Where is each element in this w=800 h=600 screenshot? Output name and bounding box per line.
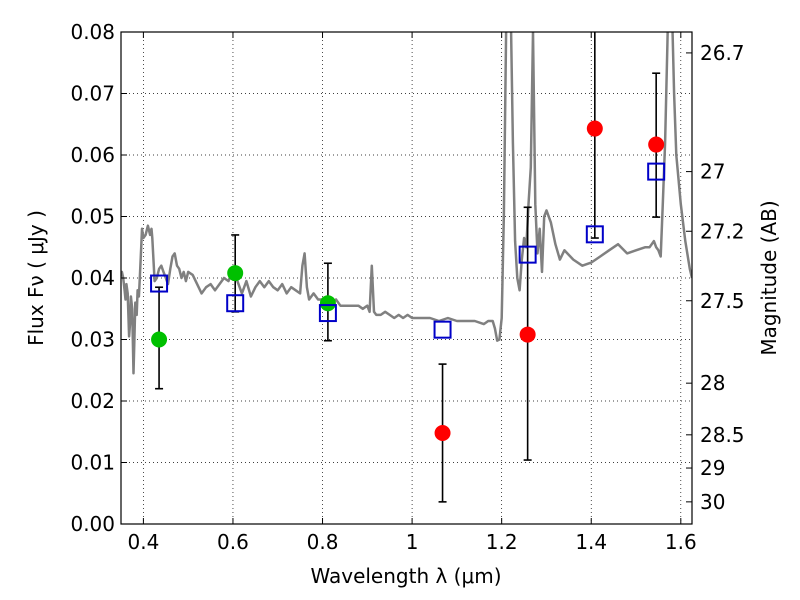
- magnitude-tick-label: 29: [700, 456, 725, 480]
- magnitude-tick-label: 27.2: [700, 219, 745, 243]
- magnitude-tick-label: 26.7: [700, 41, 745, 65]
- red-data-point: [519, 326, 536, 343]
- y-tick-label: 0.03: [70, 328, 115, 352]
- green-data-point: [319, 295, 336, 312]
- magnitude-tick-label: 28.5: [700, 423, 745, 447]
- x-axis-label: Wavelength λ (μm): [310, 564, 501, 588]
- red-data-point: [586, 120, 603, 137]
- model-square-point: [318, 304, 337, 323]
- x-tick-label: 0.4: [127, 530, 159, 554]
- model-square-point: [433, 320, 452, 339]
- red-data-point: [648, 136, 665, 153]
- spectrum-layer: [121, 32, 692, 375]
- y-tick-label: 0.08: [70, 20, 115, 44]
- spectrum-line: [121, 32, 692, 375]
- y-axis-label: Flux Fν ( μJy ): [24, 210, 48, 346]
- y2-axis-label: Magnitude (AB): [757, 200, 781, 355]
- tick-layer: 0.4 0.6 0.8 1 1.2 1.4 1.6 0.00 0.01 0.02 0.03 0.04 0…: [70, 20, 744, 554]
- model-square-point: [150, 274, 169, 293]
- magnitude-tick-label: 27.5: [700, 289, 745, 313]
- model-square-point: [226, 294, 245, 313]
- y-tick-label: 0.04: [70, 266, 115, 290]
- y-tick-label: 0.06: [70, 143, 115, 167]
- x-tick-label: 0.6: [217, 530, 249, 554]
- red-data-point: [434, 424, 451, 441]
- x-tick-label: 1.2: [486, 530, 518, 554]
- y-tick-label: 0.07: [70, 82, 115, 106]
- model-square-point: [518, 245, 537, 264]
- plot-background: [121, 32, 692, 524]
- model-square-point: [585, 225, 604, 244]
- magnitude-tick-label: 28: [700, 371, 725, 395]
- y-tick-label: 0.05: [70, 205, 115, 229]
- y-tick-label: 0.01: [70, 451, 115, 475]
- magnitude-tick-label: 27: [700, 160, 725, 184]
- green-data-point: [227, 265, 244, 282]
- green-data-point: [151, 331, 168, 348]
- model-square-point: [647, 162, 666, 181]
- x-tick-label: 1.6: [665, 530, 697, 554]
- x-tick-label: 1: [406, 530, 419, 554]
- magnitude-tick-label: 30: [700, 490, 725, 514]
- x-tick-label: 0.8: [307, 530, 339, 554]
- marker-layer: [150, 120, 666, 441]
- y-tick-label: 0.00: [70, 512, 115, 536]
- x-tick-label: 1.4: [575, 530, 607, 554]
- y-tick-label: 0.02: [70, 389, 115, 413]
